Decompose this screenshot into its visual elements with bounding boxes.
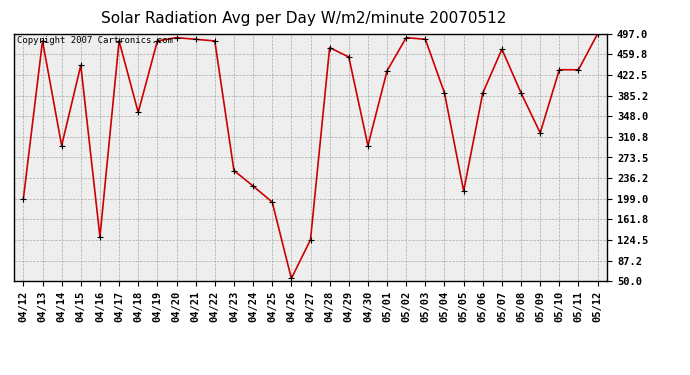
- Text: Copyright 2007 Cartronics.com: Copyright 2007 Cartronics.com: [17, 36, 172, 45]
- Text: Solar Radiation Avg per Day W/m2/minute 20070512: Solar Radiation Avg per Day W/m2/minute …: [101, 11, 506, 26]
